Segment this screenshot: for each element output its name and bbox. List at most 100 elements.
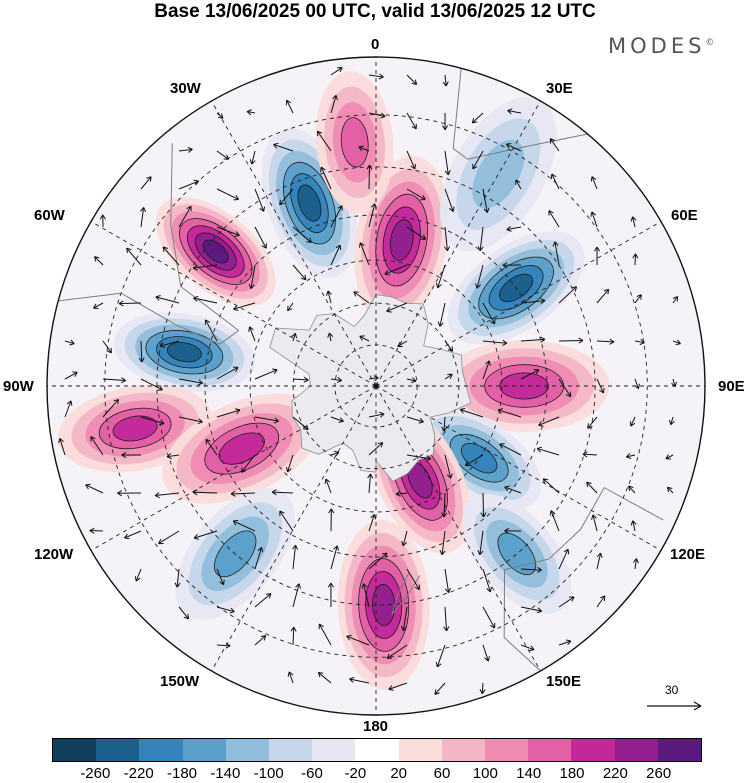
wind-vector — [330, 244, 342, 266]
lon-label-60e: 60E — [671, 207, 698, 224]
wind-vector — [632, 558, 639, 570]
wind-vector — [538, 416, 560, 427]
wind-vector — [558, 337, 584, 344]
wind-vector — [634, 339, 645, 345]
wind-vector — [388, 682, 408, 691]
anomaly-centre — [440, 96, 557, 252]
colorbar-swatch — [96, 739, 140, 761]
wind-vector — [192, 489, 218, 496]
wind-vector — [192, 264, 218, 271]
wind-vector — [628, 485, 636, 494]
wind-vector — [216, 112, 224, 119]
colorbar-tick-label: -180 — [166, 765, 198, 782]
wind-vector — [279, 510, 294, 532]
lon-label-120w: 120W — [34, 546, 74, 563]
wind-vector — [102, 377, 126, 384]
colorbar-swatch — [441, 739, 486, 761]
wind-vector — [406, 416, 424, 424]
wind-vector — [366, 164, 373, 190]
wind-vector — [254, 368, 278, 380]
reference-vector-label: 30 — [665, 683, 679, 697]
wind-vector — [273, 142, 294, 152]
coastline — [452, 68, 588, 160]
colorbar-swatch — [225, 739, 270, 761]
lon-label-150e: 150E — [546, 673, 582, 690]
wind-vector — [520, 644, 535, 652]
wind-vector — [368, 411, 385, 418]
wind-vector — [406, 112, 417, 130]
wind-vector — [558, 548, 570, 570]
coastline — [391, 572, 421, 615]
wind-vector — [58, 438, 66, 456]
wind-vector — [205, 438, 218, 456]
colorbar-swatch — [355, 739, 399, 761]
wind-vector — [668, 416, 675, 426]
wind-vector — [368, 112, 386, 119]
brand-text: MODES — [608, 34, 706, 58]
wind-vector — [330, 416, 344, 423]
wind-vector — [204, 319, 218, 342]
wind-vector — [665, 454, 674, 460]
wind-vector — [216, 188, 240, 201]
wind-vector — [330, 66, 343, 76]
wind-vector — [158, 530, 180, 545]
wind-vector — [162, 246, 180, 266]
wind-vector — [497, 408, 522, 418]
wind-vector — [248, 326, 256, 342]
anomaly-band — [166, 342, 202, 363]
wind-vector — [475, 264, 484, 289]
wind-vector — [140, 207, 147, 228]
colorbar-tick-label: -20 — [344, 765, 367, 782]
lon-label-120e: 120E — [670, 546, 706, 563]
lon-label-30e: 30E — [546, 80, 573, 97]
wind-vector — [368, 552, 388, 570]
wind-vector — [249, 150, 256, 165]
wind-vector — [596, 338, 615, 345]
wind-vector — [672, 296, 679, 304]
wind-vector — [504, 527, 522, 534]
wind-vector — [367, 473, 374, 494]
wind-vector — [359, 335, 370, 342]
wind-vector — [406, 150, 416, 170]
wind-vector — [118, 300, 142, 307]
wind-vector — [193, 530, 218, 540]
wind-vector — [459, 407, 484, 418]
wind-vector — [590, 176, 598, 190]
wind-vector — [520, 298, 546, 304]
wind-vector — [178, 205, 192, 228]
wind-vector — [216, 226, 240, 237]
colorbar-swatch — [139, 739, 183, 761]
wind-vector — [155, 294, 180, 304]
wind-vector — [520, 606, 543, 614]
anomaly-band — [389, 219, 414, 261]
colorbar-tick-label: 260 — [646, 765, 672, 782]
wind-vector — [406, 74, 418, 85]
wind-vector — [248, 264, 256, 289]
wind-vector — [482, 568, 492, 593]
wind-vector — [328, 508, 335, 532]
south-pole-marker — [373, 383, 379, 389]
wind-vector — [216, 606, 235, 614]
colorbar-tick-label: 140 — [516, 765, 542, 782]
wind-vector — [240, 454, 256, 473]
wind-vector — [134, 568, 142, 582]
modes-logo: MODES© — [608, 34, 714, 58]
colorbar-tick-label: -220 — [123, 765, 154, 782]
wind-vector — [254, 547, 264, 570]
brand-mark: © — [705, 38, 715, 48]
wind-vector — [330, 94, 338, 114]
lon-label-150w: 150W — [160, 673, 200, 690]
wind-vector — [285, 99, 294, 114]
colorbar-tick-label: -260 — [80, 765, 111, 782]
wind-vector — [515, 179, 522, 190]
wind-vector — [216, 408, 241, 418]
wind-vector — [349, 676, 370, 684]
anomaly-centre — [416, 406, 542, 510]
wind-vector — [324, 478, 332, 494]
wind-vector — [279, 188, 294, 206]
wind-vector — [477, 530, 484, 556]
wind-vector — [140, 176, 152, 190]
wind-vector — [358, 145, 370, 152]
wind-vector — [596, 378, 605, 394]
wind-vector — [287, 302, 294, 312]
